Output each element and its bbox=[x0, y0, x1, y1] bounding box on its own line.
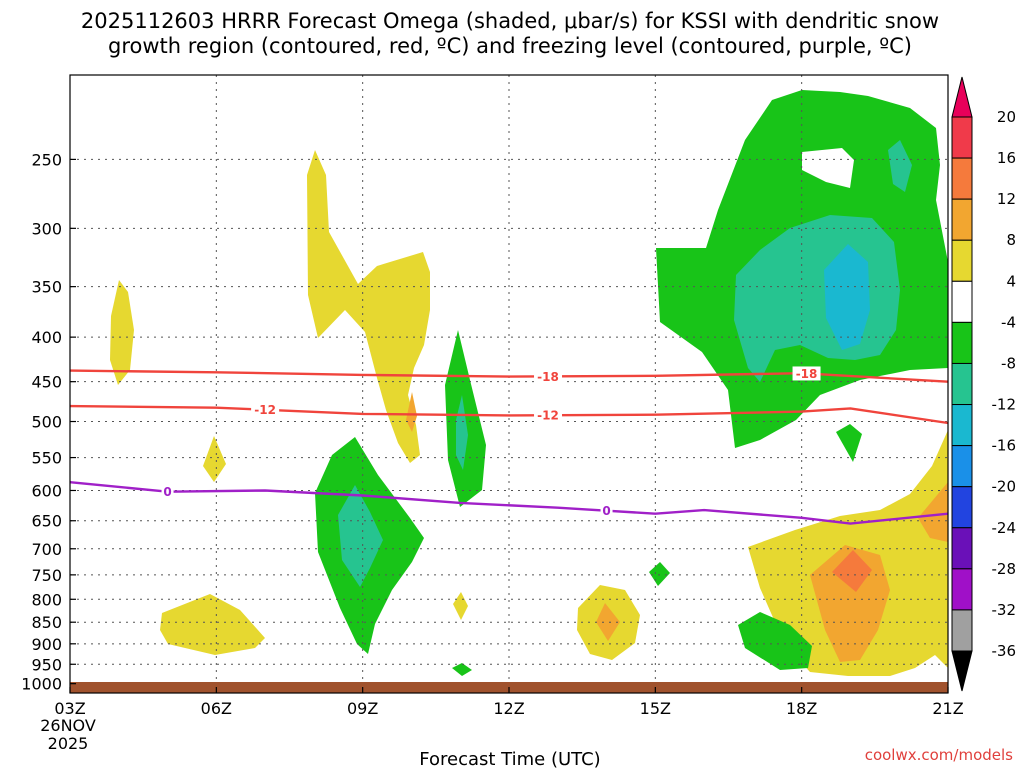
contour-lines: -18 -18 -12 -12 0 0 bbox=[69, 366, 949, 525]
contour-line--12 bbox=[69, 404, 949, 425]
contour-label-bg bbox=[251, 402, 280, 417]
x-tick-label: 15Z bbox=[640, 699, 671, 718]
omega-shade-positive-strong bbox=[810, 545, 890, 662]
y-tick-label: 450 bbox=[31, 373, 62, 392]
colorbar-label: 8 bbox=[1006, 231, 1016, 249]
omega-shade-negative-strong bbox=[338, 485, 383, 587]
colorbar-label: -20 bbox=[992, 478, 1017, 496]
colorbar-swatch bbox=[951, 362, 973, 406]
omega-shade-positive-strong bbox=[918, 482, 948, 542]
y-tick-label: 500 bbox=[31, 413, 62, 432]
omega-shade-negative bbox=[836, 424, 862, 462]
x-start-date: 26NOV bbox=[40, 716, 96, 735]
y-tick-label: 400 bbox=[31, 328, 62, 347]
x-tick-label: 03Z bbox=[54, 699, 85, 718]
colorbar-swatch bbox=[951, 321, 973, 364]
y-tick-label: 550 bbox=[31, 449, 62, 468]
omega-shade-positive bbox=[203, 436, 226, 482]
x-axis-title: Forecast Time (UTC) bbox=[419, 749, 600, 768]
colorbar-label: 20 bbox=[997, 108, 1016, 126]
colorbar-label: 4 bbox=[1006, 272, 1016, 290]
colorbar-swatch bbox=[951, 527, 973, 570]
contour-label-bg bbox=[534, 369, 563, 384]
y-tick-label: 950 bbox=[31, 655, 62, 674]
colorbar-label: -4 bbox=[1001, 313, 1016, 331]
omega-shade-positive-strong bbox=[596, 603, 620, 641]
y-tick-label: 600 bbox=[31, 481, 62, 500]
colorbar-label: 12 bbox=[997, 190, 1016, 208]
omega-shade-neutral bbox=[802, 148, 854, 188]
colorbar-label: -24 bbox=[992, 519, 1017, 537]
omega-shade-negative bbox=[649, 562, 670, 586]
y-tick-label: 300 bbox=[31, 219, 62, 238]
colorbar-swatch bbox=[951, 116, 973, 159]
colorbar-swatch bbox=[951, 76, 973, 118]
omega-shade-negative-max bbox=[824, 244, 870, 350]
omega-shade-positive bbox=[160, 594, 265, 655]
y-tick-label: 250 bbox=[31, 150, 62, 169]
x-tick-label: 21Z bbox=[932, 699, 963, 718]
colorbar-swatch bbox=[951, 198, 973, 241]
omega-shade-negative bbox=[738, 612, 812, 670]
y-tick-label: 900 bbox=[31, 635, 62, 654]
colorbar-swatch bbox=[951, 568, 973, 611]
omega-shade-positive-max bbox=[832, 550, 872, 592]
omega-shade-negative-strong bbox=[888, 140, 912, 192]
colorbar-label: -32 bbox=[992, 601, 1017, 619]
y-tick-label: 650 bbox=[31, 512, 62, 531]
colorbar-swatch bbox=[951, 609, 973, 652]
x-start-year: 2025 bbox=[48, 734, 89, 753]
contour-label: -18 bbox=[796, 367, 818, 381]
colorbar-swatch bbox=[951, 404, 973, 447]
x-tick-label: 09Z bbox=[347, 699, 378, 718]
colorbar-label: -8 bbox=[1001, 354, 1016, 372]
contour-label-bg bbox=[792, 366, 821, 381]
credit-text: coolwx.com/models bbox=[865, 746, 1013, 764]
contour-label: 0 bbox=[602, 504, 610, 518]
y-tick-label: 350 bbox=[31, 278, 62, 297]
y-tick-label: 700 bbox=[31, 540, 62, 559]
y-tick-label: 1000 bbox=[21, 675, 62, 694]
contour-line-0 bbox=[69, 481, 949, 525]
colorbar-label: -36 bbox=[992, 642, 1017, 660]
x-tick-label: 12Z bbox=[493, 699, 524, 718]
colorbar-swatch bbox=[951, 445, 973, 488]
y-tick-label: 850 bbox=[31, 613, 62, 632]
contour-label-bg bbox=[534, 408, 563, 423]
colorbar-label: 16 bbox=[997, 149, 1016, 167]
colorbar-label: -12 bbox=[992, 396, 1017, 414]
y-tick-label: 800 bbox=[31, 590, 62, 609]
contour-label-bg bbox=[161, 484, 174, 499]
x-axis: 03Z 06Z 09Z 12Z 15Z 18Z 21Z bbox=[54, 687, 964, 718]
colorbar-swatch bbox=[951, 650, 973, 692]
contour-label-bg bbox=[600, 503, 613, 518]
colorbar: 20 16 12 8 4 -4 -8 -12 -16 -20 -24 -28 -32 -36 bbox=[951, 76, 1017, 692]
x-tick-label: 18Z bbox=[786, 699, 817, 718]
contour-label: -18 bbox=[537, 370, 559, 384]
colorbar-swatch bbox=[951, 157, 973, 200]
colorbar-swatch bbox=[951, 280, 973, 323]
y-tick-label: 750 bbox=[31, 566, 62, 585]
contour-label: 0 bbox=[163, 485, 171, 499]
omega-shade-positive bbox=[307, 150, 430, 463]
y-axis: 250 300 350 400 450 500 550 600 650 700 750 800 850 9… bbox=[21, 150, 76, 694]
colorbar-label: -28 bbox=[992, 560, 1017, 578]
contour-label: -12 bbox=[254, 403, 276, 417]
contour-label: -12 bbox=[537, 409, 559, 423]
x-tick-label: 06Z bbox=[201, 699, 232, 718]
colorbar-swatch bbox=[951, 239, 973, 282]
omega-shade-negative bbox=[452, 663, 472, 676]
colorbar-swatch bbox=[951, 486, 973, 529]
chart-title-line1: 2025112603 HRRR Forecast Omega (shaded, … bbox=[81, 9, 939, 33]
omega-shade-positive bbox=[110, 280, 134, 385]
colorbar-label: -16 bbox=[992, 437, 1017, 455]
chart-title-line2: growth region (contoured, red, ºC) and f… bbox=[108, 34, 912, 58]
